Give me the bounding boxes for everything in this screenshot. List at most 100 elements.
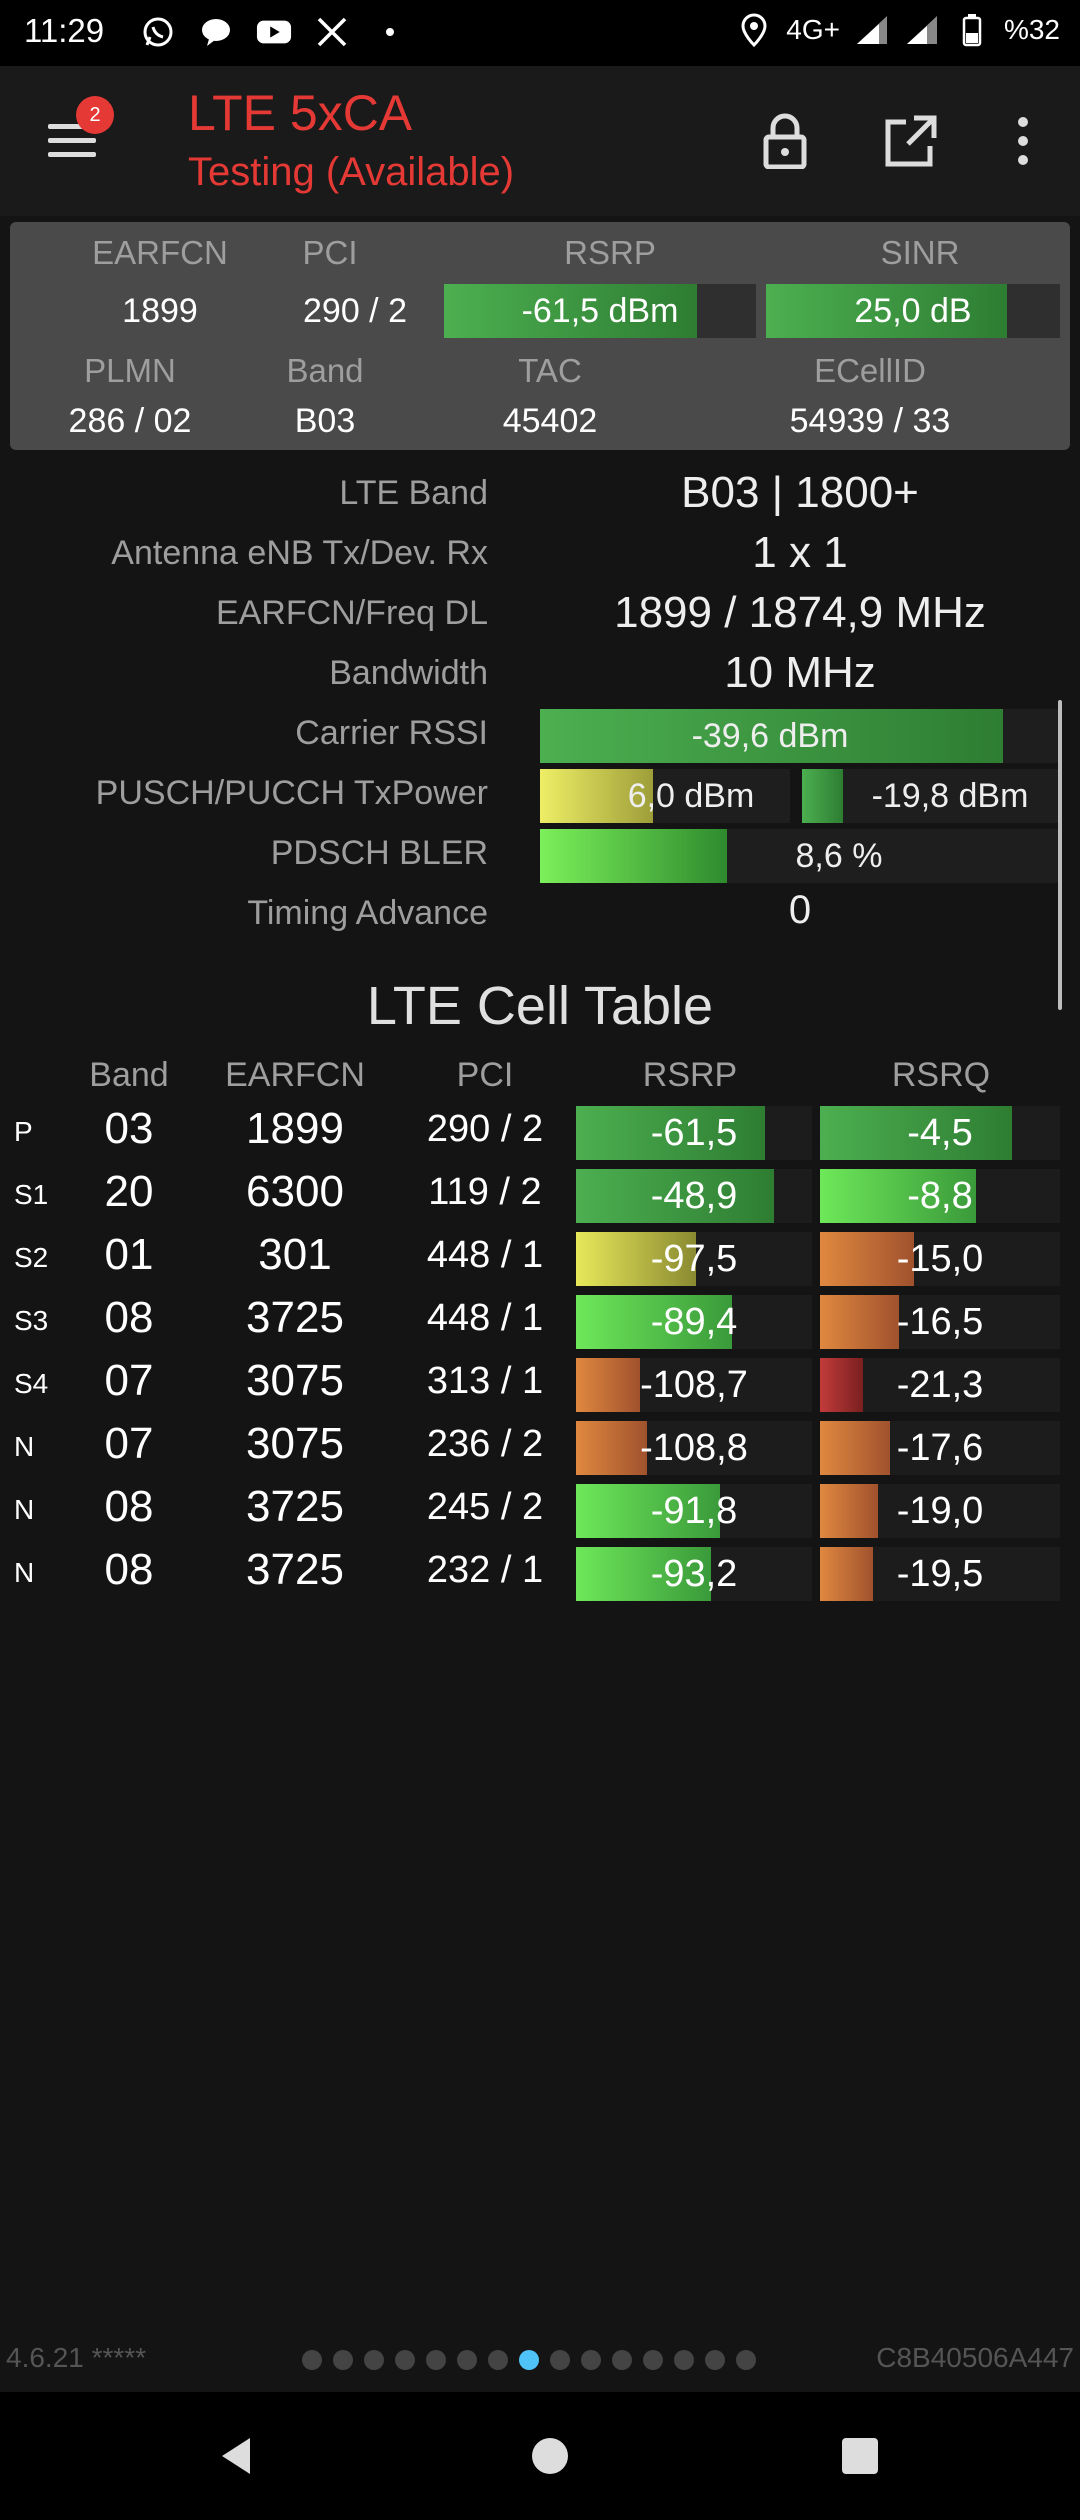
row-rsrp-value: -93,2 — [650, 1552, 738, 1595]
row-rsrp-bar: -108,8 — [576, 1421, 812, 1475]
row-type: S2 — [14, 1242, 49, 1273]
summary-label-rsrp: RSRP — [564, 234, 656, 271]
page-dot[interactable] — [550, 2350, 570, 2370]
scrollbar[interactable] — [1058, 700, 1062, 1010]
antenna-value: 1 x 1 — [752, 528, 848, 577]
page-dot[interactable] — [302, 2350, 322, 2370]
row-rsrq-bar: -8,8 — [820, 1169, 1060, 1223]
row-rsrp-fill — [576, 1232, 697, 1286]
row-pci: 448 / 1 — [426, 1297, 544, 1339]
pusch-fill — [540, 769, 653, 823]
row-rsrp-fill — [576, 1358, 640, 1412]
row-rsrp-value: -48,9 — [650, 1174, 738, 1217]
row-earfcn: 301 — [258, 1230, 332, 1279]
row-rsrp-bar: -91,8 — [576, 1484, 812, 1538]
row-rsrp-value: -108,7 — [640, 1363, 748, 1406]
summary-rsrp-value: -61,5 dBm — [521, 291, 679, 330]
summary-label-band: Band — [286, 352, 364, 389]
recents-button[interactable] — [830, 2426, 890, 2486]
row-pci: 313 / 1 — [426, 1360, 544, 1402]
row-type: P — [14, 1116, 33, 1147]
row-rsrq-value: -4,5 — [907, 1111, 973, 1154]
home-button[interactable] — [520, 2426, 580, 2486]
summary-label-pci: PCI — [302, 234, 358, 271]
page-dot[interactable] — [736, 2350, 756, 2370]
page-dot[interactable] — [705, 2350, 725, 2370]
row-rsrq-fill — [820, 1421, 890, 1475]
col-pci: PCI — [456, 1056, 514, 1094]
summary-label-ecellid: ECellID — [814, 352, 926, 389]
whatsapp-icon — [140, 14, 176, 50]
app-title: LTE 5xCA — [188, 85, 413, 141]
bandwidth-value: 10 MHz — [724, 648, 876, 697]
row-rsrp-fill — [576, 1484, 720, 1538]
row-rsrq-bar: -21,3 — [820, 1358, 1060, 1412]
page-dot[interactable] — [674, 2350, 694, 2370]
row-pci: 290 / 2 — [426, 1108, 544, 1150]
share-button[interactable] — [876, 106, 946, 176]
bler-fill — [540, 829, 728, 883]
rssi-fill — [540, 709, 1003, 763]
row-rsrp-fill — [576, 1295, 732, 1349]
row-type: N — [14, 1431, 35, 1462]
page-dot[interactable] — [395, 2350, 415, 2370]
pucch-value: -19,8 dBm — [871, 776, 1029, 815]
status-bar: 11:29 4G+ %32 — [0, 0, 1080, 66]
page-dot[interactable] — [581, 2350, 601, 2370]
ta-value: 0 — [788, 888, 812, 932]
page-dot[interactable] — [333, 2350, 353, 2370]
summary-card: EARFCN PCI RSRP SINR 1899 290 / 2 -61,5 … — [10, 222, 1070, 450]
status-time: 11:29 — [24, 12, 105, 49]
page-dot[interactable] — [612, 2350, 632, 2370]
pucch-fill — [802, 769, 844, 823]
summary-band: B03 — [294, 402, 356, 440]
row-rsrp-bar: -93,2 — [576, 1547, 812, 1601]
back-button[interactable] — [206, 2426, 266, 2486]
row-rsrp-bar: -89,4 — [576, 1295, 812, 1349]
row-rsrq-value: -21,3 — [896, 1363, 984, 1406]
row-rsrq-bar: -17,6 — [820, 1421, 1060, 1475]
overflow-menu-button[interactable] — [988, 106, 1058, 176]
x-icon — [314, 14, 350, 50]
page-dot[interactable] — [426, 2350, 446, 2370]
row-rsrq-fill — [820, 1547, 873, 1601]
row-rsrq-value: -8,8 — [907, 1174, 973, 1217]
row-rsrq-value: -16,5 — [896, 1300, 984, 1343]
back-icon — [222, 2438, 250, 2474]
row-rsrq-bar: -4,5 — [820, 1106, 1060, 1160]
row-earfcn: 3725 — [246, 1482, 344, 1531]
row-type: N — [14, 1494, 35, 1525]
summary-tac: 45402 — [502, 402, 598, 440]
row-pci: 232 / 1 — [426, 1549, 544, 1591]
page-dot[interactable] — [364, 2350, 384, 2370]
menu-button[interactable] — [42, 112, 102, 172]
row-rsrp-bar: -61,5 — [576, 1106, 812, 1160]
page-indicator[interactable] — [302, 2350, 756, 2370]
row-rsrp-value: -108,8 — [640, 1426, 748, 1469]
row-band: 08 — [104, 1293, 154, 1342]
row-rsrq-fill — [820, 1106, 1012, 1160]
lock-button[interactable] — [750, 106, 820, 176]
summary-label-tac: TAC — [518, 352, 582, 389]
rssi-value: -39,6 dBm — [691, 716, 849, 755]
row-band: 07 — [104, 1356, 154, 1405]
page-dot[interactable] — [643, 2350, 663, 2370]
row-pci: 245 / 2 — [426, 1486, 544, 1528]
row-type: S4 — [14, 1368, 49, 1399]
row-rsrp-value: -91,8 — [650, 1489, 738, 1532]
row-earfcn: 3725 — [246, 1293, 344, 1342]
row-pci: 236 / 2 — [426, 1423, 544, 1465]
row-rsrp-bar: -48,9 — [576, 1169, 812, 1223]
row-band: 08 — [104, 1545, 154, 1594]
page-dot[interactable] — [519, 2350, 539, 2370]
row-rsrq-bar: -19,0 — [820, 1484, 1060, 1538]
col-rsrq: RSRQ — [891, 1056, 991, 1094]
page-dot[interactable] — [457, 2350, 477, 2370]
row-rsrp-value: -97,5 — [650, 1237, 738, 1280]
row-band: 03 — [104, 1104, 154, 1153]
row-type: S1 — [14, 1179, 49, 1210]
network-type: 4G+ — [786, 14, 840, 45]
rssi-bar: -39,6 dBm — [540, 709, 1060, 763]
lte-band-value: B03 | 1800+ — [681, 468, 919, 517]
page-dot[interactable] — [488, 2350, 508, 2370]
